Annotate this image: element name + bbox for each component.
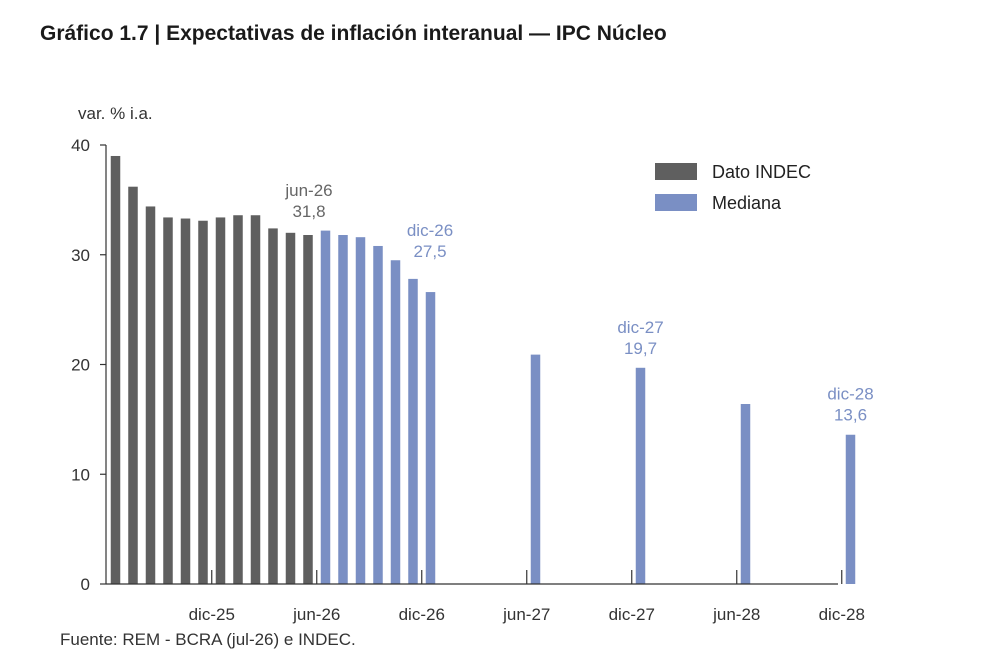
- bar: [740, 404, 751, 584]
- bar: [198, 220, 208, 585]
- legend: Dato INDEC Mediana: [655, 162, 811, 213]
- chart-title: Gráfico 1.7 | Expectativas de inflación …: [40, 22, 667, 45]
- bar: [233, 215, 243, 585]
- bar: [635, 367, 646, 584]
- annotation-value: 27,5: [413, 242, 446, 261]
- bar: [163, 217, 173, 584]
- source-note: Fuente: REM - BCRA (jul-26) e INDEC.: [60, 630, 356, 649]
- x-tick-label: jun-26: [292, 605, 340, 624]
- bar: [128, 186, 138, 584]
- bars-layer: [110, 155, 856, 585]
- annotation-value: 31,8: [292, 202, 325, 221]
- bar: [268, 228, 278, 584]
- annotation-value: 13,6: [834, 406, 867, 425]
- annotation-date: jun-26: [284, 181, 332, 200]
- x-tick-label: dic-25: [189, 605, 235, 624]
- x-tick-label: dic-28: [819, 605, 865, 624]
- y-axis-label: var. % i.a.: [78, 104, 153, 123]
- annotations-layer: jun-26 31,8 dic-26 27,5 dic-27 19,7 dic-28 13,6: [284, 181, 873, 425]
- x-tick-label: dic-27: [609, 605, 655, 624]
- bar: [355, 237, 366, 584]
- bar: [250, 215, 261, 585]
- y-tick-label: 10: [71, 465, 90, 484]
- bar: [303, 235, 313, 584]
- axes-layer: 0 10 20 30 40 dic-25 jun-26 dic-26 jun-27 dic-27 j…: [71, 136, 865, 624]
- legend-swatch: [655, 163, 697, 180]
- bar: [320, 230, 331, 584]
- legend-swatch: [655, 194, 697, 211]
- x-tick-label: jun-27: [502, 605, 550, 624]
- bar: [145, 206, 156, 584]
- bar: [285, 232, 296, 585]
- y-tick-label: 20: [71, 356, 90, 375]
- bar: [845, 434, 856, 584]
- bar: [408, 278, 418, 584]
- bar: [373, 245, 383, 584]
- legend-label: Dato INDEC: [712, 162, 811, 182]
- annotation-value: 19,7: [624, 339, 657, 358]
- bar: [215, 217, 226, 584]
- x-tick-label: jun-28: [712, 605, 760, 624]
- bar: [180, 218, 191, 584]
- annotation-date: dic-27: [617, 318, 663, 337]
- legend-label: Mediana: [712, 193, 782, 213]
- annotation-date: dic-26: [407, 221, 453, 240]
- bar: [425, 292, 436, 584]
- y-tick-label: 30: [71, 246, 90, 265]
- x-tick-label: dic-26: [399, 605, 445, 624]
- y-tick-label: 0: [81, 575, 90, 594]
- bar: [110, 155, 121, 585]
- bar: [390, 260, 401, 584]
- y-tick-label: 40: [71, 136, 90, 155]
- bar: [338, 235, 348, 584]
- annotation-date: dic-28: [827, 385, 873, 404]
- bar: [530, 354, 541, 584]
